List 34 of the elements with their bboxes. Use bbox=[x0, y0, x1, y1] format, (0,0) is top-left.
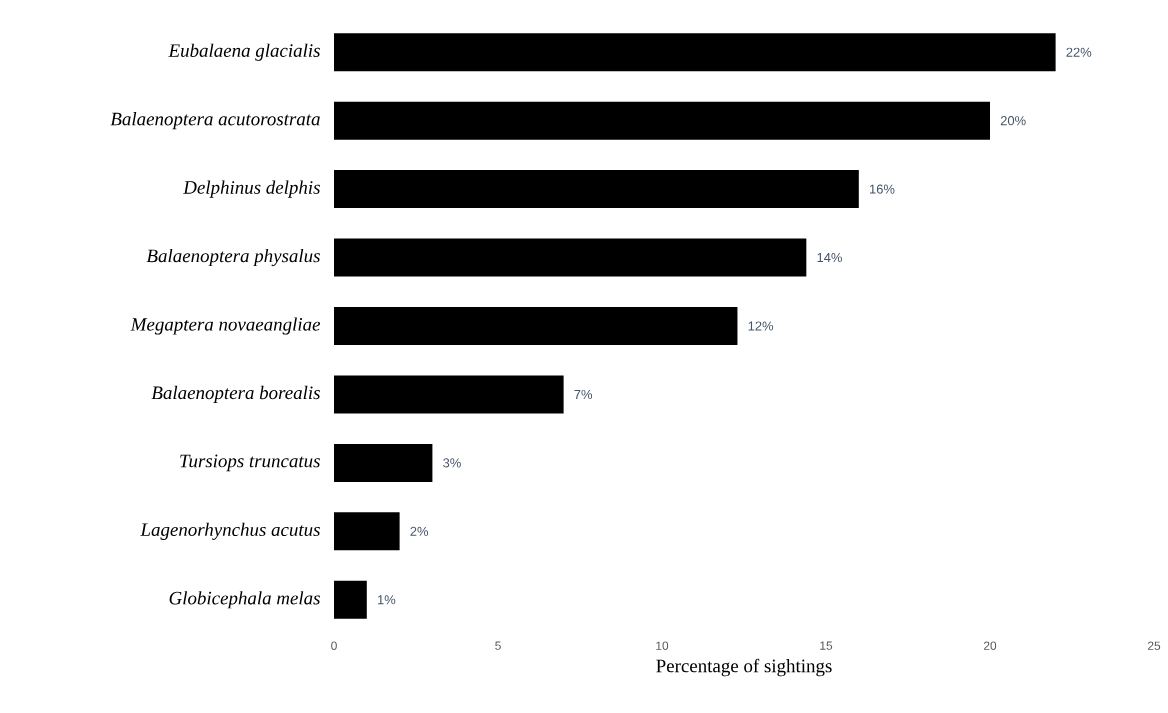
x-tick-label: 20 bbox=[983, 641, 997, 650]
y-tick-label: Eubalaena glacialis bbox=[168, 43, 320, 61]
bar bbox=[334, 375, 564, 414]
x-axis-title: Percentage of sightings bbox=[656, 658, 832, 677]
data-label: 14% bbox=[817, 253, 842, 263]
bar bbox=[334, 580, 367, 619]
data-label: 7% bbox=[574, 389, 593, 399]
data-label: 16% bbox=[870, 184, 895, 194]
y-tick-label: Lagenorhynchus acutus bbox=[140, 522, 320, 540]
data-label: 3% bbox=[443, 458, 461, 468]
y-tick-label: Balaenoptera borealis bbox=[151, 385, 320, 404]
bar bbox=[334, 33, 1056, 72]
bar bbox=[334, 238, 807, 277]
bar bbox=[334, 512, 400, 551]
x-tick-label: 0 bbox=[331, 641, 337, 650]
data-label: 1% bbox=[377, 595, 396, 605]
data-label: 22% bbox=[1066, 47, 1092, 57]
bar bbox=[334, 307, 738, 345]
x-tick-label: 10 bbox=[656, 641, 669, 650]
y-tick-label: Balaenoptera physalus bbox=[146, 248, 320, 267]
x-tick-label: 25 bbox=[1147, 641, 1161, 650]
data-label: 12% bbox=[748, 321, 774, 331]
y-tick-label: Balaenoptera acutorostrata bbox=[110, 112, 320, 130]
x-tick-label: 15 bbox=[820, 641, 833, 650]
y-tick-label: Tursiops truncatus bbox=[180, 454, 320, 472]
data-label: 20% bbox=[1000, 116, 1026, 126]
y-tick-label: Delphinus delphis bbox=[183, 180, 320, 198]
bar bbox=[334, 170, 859, 209]
bar bbox=[334, 101, 991, 140]
x-tick-label: 5 bbox=[495, 641, 501, 650]
y-tick-label: Megaptera novaeangliae bbox=[130, 317, 321, 335]
y-tick-label: Globicephala melas bbox=[169, 591, 320, 609]
data-label: 2% bbox=[410, 526, 429, 536]
bar bbox=[334, 443, 433, 482]
